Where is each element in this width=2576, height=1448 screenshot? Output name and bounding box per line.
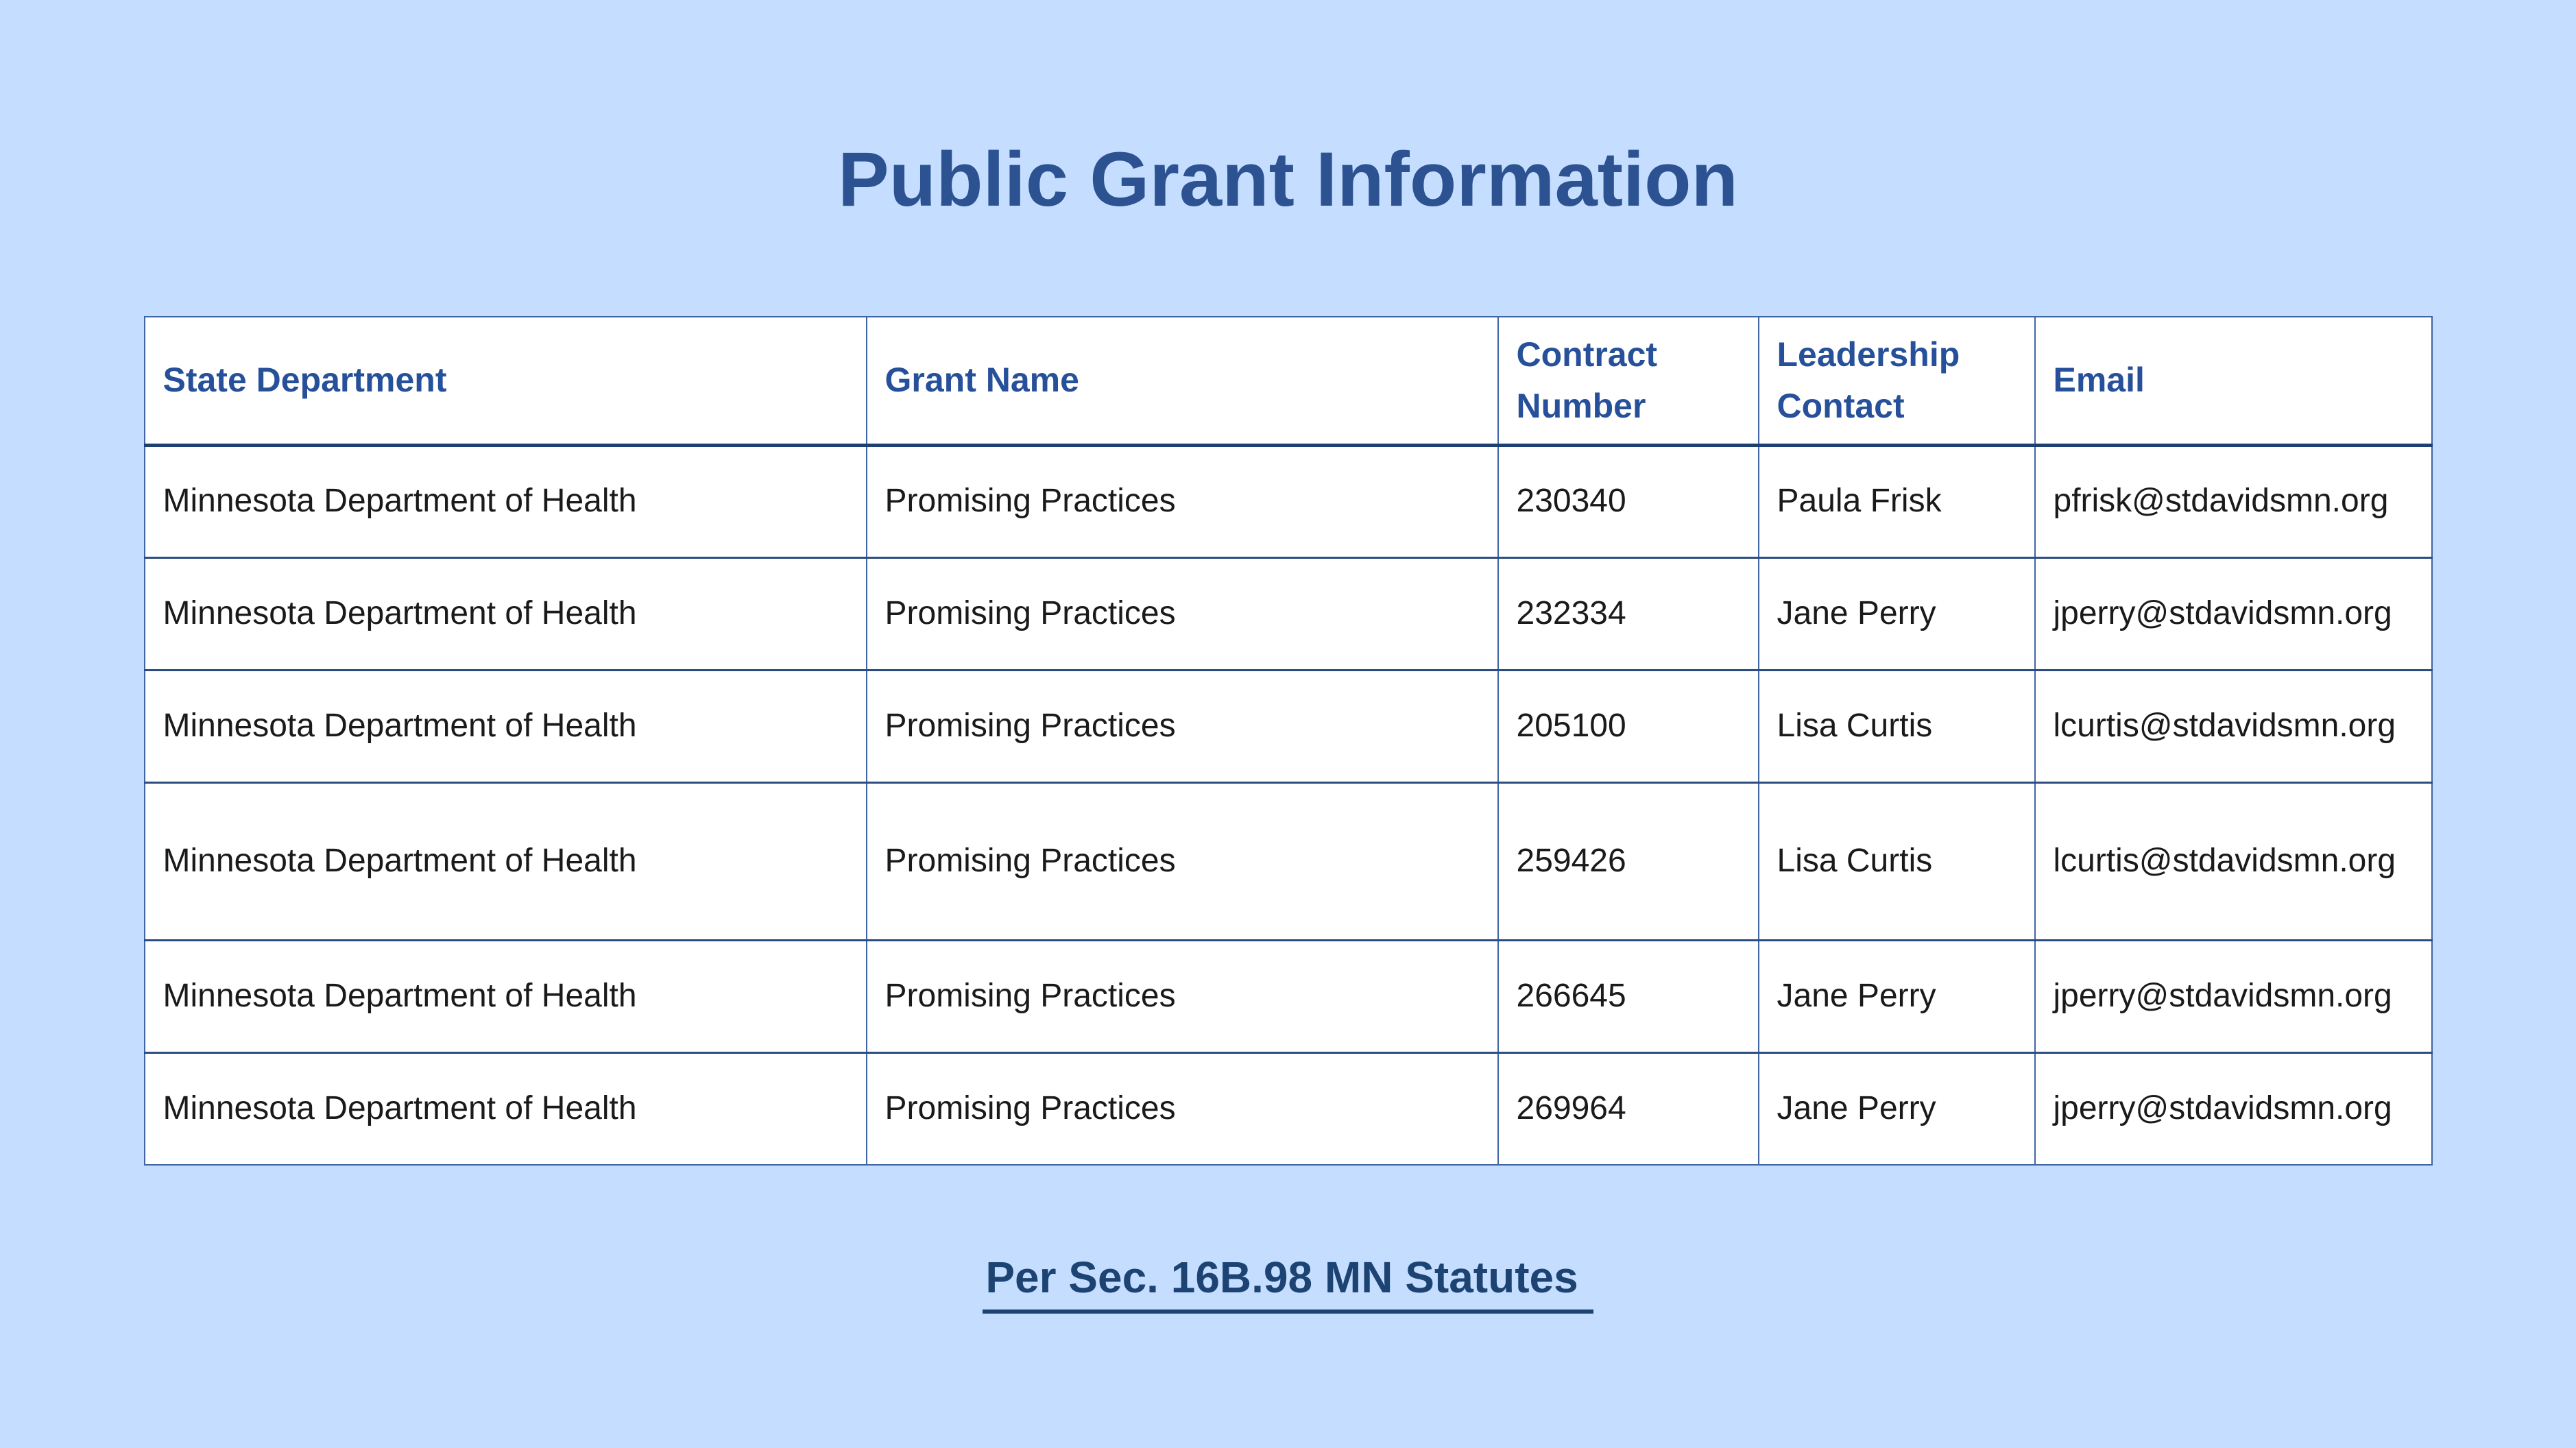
page-title: Public Grant Information <box>838 136 1738 222</box>
column-header-email: Email <box>2034 316 2432 447</box>
table-row: Minnesota Department of Health Promising… <box>144 557 2432 671</box>
cell-state-department: Minnesota Department of Health <box>144 782 867 941</box>
cell-email: jperry@stdavidsmn.org <box>2034 557 2432 671</box>
column-header-leadership-contact: Leadership Contact <box>1758 316 2036 447</box>
column-header-grant-name: Grant Name <box>866 316 1499 447</box>
cell-contract-number: 232334 <box>1497 557 1759 671</box>
cell-contract-number: 259426 <box>1497 782 1759 941</box>
cell-state-department: Minnesota Department of Health <box>144 445 867 559</box>
cell-leadership-contact: Lisa Curtis <box>1758 670 2036 784</box>
cell-contract-number: 269964 <box>1497 1052 1759 1166</box>
table-row: Minnesota Department of Health Promising… <box>144 940 2432 1054</box>
table-row: Minnesota Department of Health Promising… <box>144 782 2432 941</box>
cell-grant-name: Promising Practices <box>866 1052 1499 1166</box>
cell-email: jperry@stdavidsmn.org <box>2034 940 2432 1054</box>
table-header-row: State Department Grant Name Contract Num… <box>144 316 2432 447</box>
column-header-contract-number: Contract Number <box>1497 316 1759 447</box>
cell-state-department: Minnesota Department of Health <box>144 670 867 784</box>
grant-table-header-row: State Department Grant Name Contract Num… <box>144 316 2432 447</box>
cell-grant-name: Promising Practices <box>866 670 1499 784</box>
statutes-link[interactable]: Per Sec. 16B.98 MN Statutes <box>983 1252 1593 1314</box>
cell-leadership-contact: Lisa Curtis <box>1758 782 2036 941</box>
cell-email: lcurtis@stdavidsmn.org <box>2034 782 2432 941</box>
cell-leadership-contact: Jane Perry <box>1758 940 2036 1054</box>
cell-leadership-contact: Paula Frisk <box>1758 445 2036 559</box>
cell-contract-number: 266645 <box>1497 940 1759 1054</box>
table-row: Minnesota Department of Health Promising… <box>144 445 2432 559</box>
cell-grant-name: Promising Practices <box>866 445 1499 559</box>
cell-email: lcurtis@stdavidsmn.org <box>2034 670 2432 784</box>
cell-grant-name: Promising Practices <box>866 782 1499 941</box>
cell-state-department: Minnesota Department of Health <box>144 557 867 671</box>
cell-leadership-contact: Jane Perry <box>1758 1052 2036 1166</box>
cell-email: jperry@stdavidsmn.org <box>2034 1052 2432 1166</box>
table-row: Minnesota Department of Health Promising… <box>144 670 2432 784</box>
grant-table: State Department Grant Name Contract Num… <box>143 315 2433 1166</box>
footer: Per Sec. 16B.98 MN Statutes <box>0 1252 2576 1314</box>
cell-leadership-contact: Jane Perry <box>1758 557 2036 671</box>
cell-grant-name: Promising Practices <box>866 940 1499 1054</box>
cell-email: pfrisk@stdavidsmn.org <box>2034 445 2432 559</box>
cell-contract-number: 205100 <box>1497 670 1759 784</box>
cell-contract-number: 230340 <box>1497 445 1759 559</box>
cell-state-department: Minnesota Department of Health <box>144 940 867 1054</box>
grant-table-body: Minnesota Department of Health Promising… <box>144 445 2432 1166</box>
column-header-state-department: State Department <box>144 316 867 447</box>
table-row: Minnesota Department of Health Promising… <box>144 1052 2432 1166</box>
cell-grant-name: Promising Practices <box>866 557 1499 671</box>
cell-state-department: Minnesota Department of Health <box>144 1052 867 1166</box>
